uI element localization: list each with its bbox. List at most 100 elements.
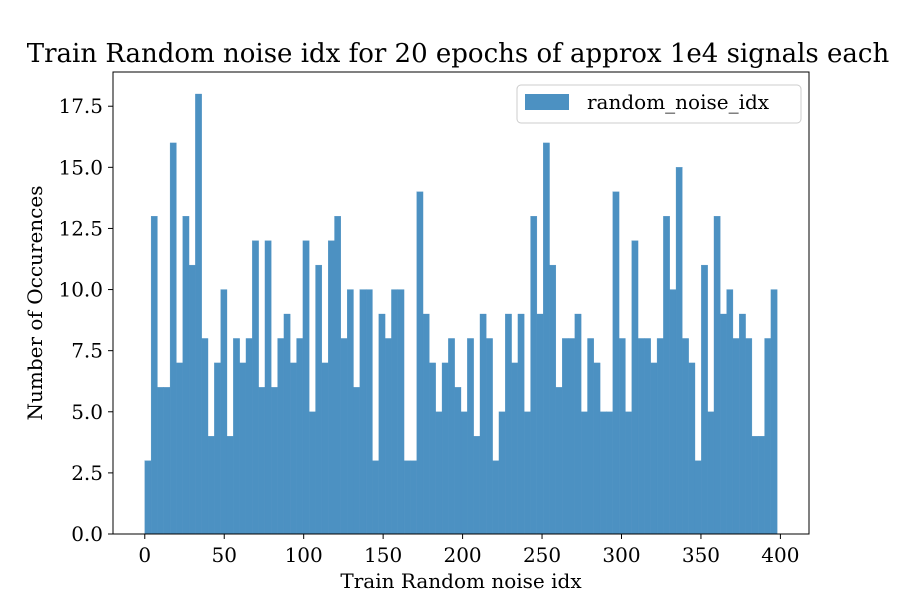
histogram-bar	[302, 240, 310, 535]
histogram-bar	[220, 289, 228, 535]
histogram-bar	[150, 216, 158, 535]
histogram-bar	[758, 436, 765, 535]
histogram-bar	[473, 436, 481, 535]
legend: random_noise_idx	[516, 84, 802, 124]
histogram-bar	[378, 313, 386, 535]
histogram-bar	[353, 387, 360, 535]
y-tick-label: 12.5	[58, 216, 103, 240]
histogram-bar	[618, 338, 626, 535]
histogram-bar	[562, 338, 569, 535]
histogram-bar	[448, 338, 455, 535]
histogram-bar	[669, 289, 677, 535]
histogram-bar	[233, 338, 240, 535]
histogram-bar	[536, 313, 544, 535]
histogram-bar	[726, 289, 734, 535]
histogram-bar	[340, 338, 348, 535]
histogram-bar	[144, 460, 152, 535]
y-axis-label: Number of Occurences	[23, 186, 47, 421]
x-tick-label: 150	[364, 543, 402, 567]
histogram-bar	[524, 411, 531, 535]
histogram-bar	[625, 411, 632, 535]
histogram-bar	[682, 338, 689, 535]
x-tick-label: 0	[138, 543, 151, 567]
histogram-bar	[226, 436, 234, 535]
histogram-bar	[277, 338, 285, 535]
y-axis: 0.0 2.5 5.0 7.5 10.0 12.5 15.0 17.5	[58, 94, 113, 546]
histogram-bar	[435, 411, 443, 535]
histogram-bar	[612, 191, 620, 535]
histogram-bar	[460, 411, 468, 535]
histogram-bar	[391, 289, 398, 535]
histogram-bar	[195, 93, 202, 535]
histogram-bar	[258, 387, 266, 535]
histogram-bar	[701, 264, 708, 535]
histogram-bar	[606, 411, 613, 535]
histogram-bar	[707, 411, 715, 535]
histogram-bar	[271, 387, 278, 535]
histogram-bar	[739, 313, 746, 535]
histogram-bar	[403, 460, 411, 535]
x-tick-label: 350	[682, 543, 720, 567]
y-tick-label: 17.5	[58, 94, 103, 118]
histogram-bar	[214, 362, 221, 535]
y-tick-label: 5.0	[71, 400, 103, 424]
histogram-bar	[770, 289, 778, 535]
histogram-bar	[637, 338, 645, 535]
histogram-bar	[397, 289, 405, 535]
histogram-bar	[283, 313, 291, 535]
histogram-bar	[296, 338, 304, 535]
histogram-bar	[176, 362, 183, 535]
histogram-bar	[498, 411, 506, 535]
histogram-bar	[157, 387, 164, 535]
plot-frame	[112, 71, 810, 535]
histogram-bar	[656, 338, 664, 535]
histogram-bar	[492, 460, 500, 535]
histogram-bar	[290, 362, 297, 535]
histogram-bar	[644, 338, 651, 535]
histogram-bar	[328, 240, 335, 535]
legend-swatch	[525, 94, 569, 110]
histogram-bar	[688, 362, 696, 535]
legend-label: random_noise_idx	[587, 90, 770, 114]
histogram-bar	[650, 362, 658, 535]
histogram-bar	[764, 338, 772, 535]
histogram-bar	[309, 411, 316, 535]
histogram-bar	[511, 362, 519, 535]
histogram-bar	[429, 362, 436, 535]
histogram-bar	[505, 313, 512, 535]
histogram-bar	[422, 313, 430, 535]
histogram-bar	[543, 142, 550, 535]
histogram-bar	[188, 264, 196, 535]
y-tick-label: 7.5	[71, 339, 103, 363]
histogram-bar	[599, 411, 607, 535]
x-tick-label: 250	[523, 543, 561, 567]
histogram-bar	[467, 338, 474, 535]
histogram-bar	[169, 142, 177, 535]
histogram-bar	[416, 191, 424, 535]
histogram-bar	[479, 313, 487, 535]
histogram-bar	[454, 387, 462, 535]
histogram-bar	[549, 264, 557, 535]
histogram-bar	[321, 362, 329, 535]
y-tick-label: 15.0	[58, 155, 103, 179]
histogram-bar	[555, 387, 563, 535]
histogram-bar	[245, 338, 253, 535]
bars-layer	[144, 93, 778, 535]
histogram-bar	[315, 264, 323, 535]
x-tick-label: 200	[443, 543, 481, 567]
histogram-bar	[163, 387, 171, 535]
y-tick-label: 2.5	[71, 461, 103, 485]
y-tick-label: 0.0	[71, 522, 103, 546]
histogram-bar	[264, 240, 272, 535]
histogram-bar	[720, 313, 727, 535]
x-axis-label: Train Random noise idx	[340, 569, 582, 593]
histogram-bar	[568, 338, 575, 535]
histogram-bar	[574, 313, 582, 535]
x-tick-label: 400	[761, 543, 799, 567]
histogram-bar	[593, 362, 601, 535]
x-tick-label: 100	[285, 543, 323, 567]
histogram-bar	[365, 289, 373, 535]
histogram-bar	[384, 338, 392, 535]
histogram-bar	[663, 216, 670, 535]
